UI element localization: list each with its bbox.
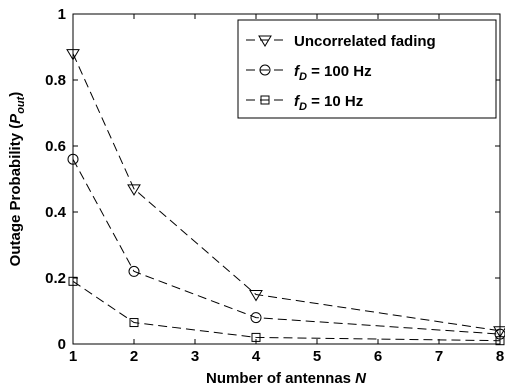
x-tick-label: 1 [69, 348, 77, 365]
legend-label-subscript: D [299, 101, 307, 113]
data-point-triangle-down [66, 49, 80, 61]
series-2 [68, 276, 505, 346]
legend-item: fD = 10 Hz [246, 93, 363, 113]
x-tick-label: 4 [252, 348, 261, 365]
data-point-square [68, 276, 78, 286]
y-tick-label: 0.2 [45, 270, 66, 287]
x-axis-label: Number of antennas N [206, 370, 367, 387]
y-tick-label: 0 [58, 336, 66, 353]
x-axis-label-main: Number of antennas [206, 370, 355, 387]
y-tick-label: 1 [58, 6, 66, 23]
x-tick-label: 2 [130, 348, 138, 365]
series-line [72, 158, 501, 335]
data-point-square [251, 332, 261, 342]
data-point-triangle-down [493, 326, 505, 338]
y-tick-label: 0.8 [45, 72, 66, 89]
data-point-circle [128, 265, 140, 277]
legend-marker-circle [259, 64, 271, 76]
y-tick-label: 0.4 [45, 204, 67, 221]
legend-box [237, 19, 497, 119]
x-tick-label: 5 [313, 348, 321, 365]
legend-label-subscript: D [299, 71, 307, 83]
x-tick-label: 7 [435, 348, 443, 365]
y-axis-label-main: Outage Probability ( [7, 124, 24, 267]
x-axis-label-variable: N [355, 370, 367, 387]
series-1 [67, 153, 505, 340]
data-point-triangle-down [249, 290, 263, 302]
x-tick-label: 6 [374, 348, 382, 365]
y-axis-label-variable: P [7, 113, 24, 124]
series-0 [66, 49, 505, 338]
data-point-square [129, 318, 139, 328]
y-axis-label-close: ) [7, 92, 24, 97]
y-axis-label-subscript: out [15, 95, 27, 113]
legend-label: fD = 10 Hz [294, 93, 363, 113]
legend-label-rest: = 100 Hz [307, 63, 372, 80]
legend-item: fD = 100 Hz [246, 63, 372, 83]
legend-item: Uncorrelated fading [246, 33, 436, 50]
legend-label-text: Uncorrelated fading [294, 33, 436, 50]
data-point-circle [250, 312, 262, 324]
legend-label: Uncorrelated fading [294, 33, 436, 50]
data-point-circle [67, 153, 79, 165]
legend-label: fD = 100 Hz [294, 63, 372, 83]
x-tick-label: 3 [191, 348, 199, 365]
legend-label-variable: f [294, 93, 301, 110]
y-tick-label: 0.6 [45, 138, 66, 155]
legend-label-rest: = 10 Hz [307, 93, 363, 110]
legend-marker-square [260, 95, 270, 105]
legend-label-variable: f [294, 63, 301, 80]
plot-frame [72, 13, 501, 345]
data-point-circle [494, 328, 505, 340]
x-tick-label: 8 [496, 348, 504, 365]
data-point-square [495, 336, 505, 346]
legend-marker-triangle-down [258, 35, 272, 47]
plot-area [72, 13, 501, 345]
series-line [72, 53, 501, 332]
data-point-triangle-down [127, 184, 141, 196]
y-axis-label: Outage Probability (Pout) [7, 92, 27, 267]
axis-ticks: 1 2 3 4 5 6 7 8 0 0.2 0.4 0.6 0.8 1 [45, 6, 504, 365]
series-line [72, 280, 501, 342]
series-layer [66, 49, 505, 346]
